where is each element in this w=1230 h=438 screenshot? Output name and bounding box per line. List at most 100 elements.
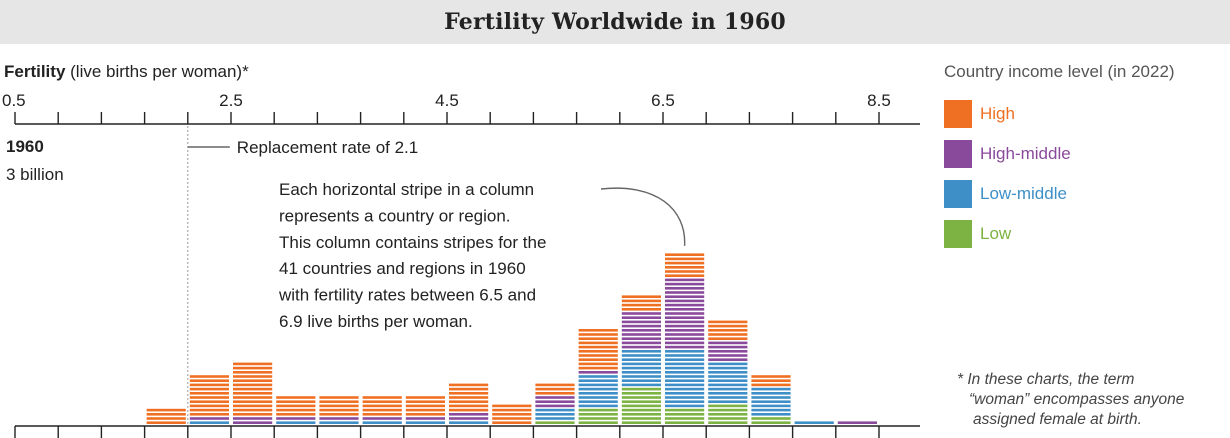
stripe-low	[621, 396, 661, 399]
stripe-low	[621, 404, 661, 408]
stripe-low-middle	[665, 375, 705, 378]
stripe-high-middle	[621, 333, 661, 336]
legend-swatch	[944, 140, 972, 168]
stripe-low-middle	[621, 362, 661, 366]
stripe-low	[621, 421, 661, 424]
footnote-line: assigned female at birth.	[973, 411, 1142, 428]
stripe-low-middle	[751, 408, 791, 412]
stripe-high	[449, 396, 489, 399]
stripe-high	[319, 413, 359, 416]
stripe-low-middle	[276, 421, 316, 424]
stripe-high	[189, 375, 229, 378]
stripe-high	[449, 400, 489, 403]
x-axis-label-rest: (live births per woman)*	[65, 62, 249, 81]
stripe-low-middle	[189, 421, 229, 424]
stripe-high-middle	[621, 329, 661, 332]
stripe-low	[621, 408, 661, 412]
stripe-low-middle	[621, 375, 661, 378]
stripe-high-middle	[665, 282, 705, 286]
histogram-column	[578, 329, 618, 424]
stripe-high	[405, 413, 445, 416]
stripe-high-middle	[665, 316, 705, 319]
stripe-high	[578, 350, 618, 353]
stripe-low	[708, 413, 748, 416]
histogram-column	[535, 383, 575, 424]
stripe-low-middle	[578, 379, 618, 382]
legend-items: High High-middle Low-middle Low	[944, 100, 1230, 248]
stripe-high	[276, 400, 316, 403]
stripe-high	[189, 400, 229, 403]
stripe-high	[449, 383, 489, 387]
stripe-high-middle	[621, 320, 661, 324]
stripe-low-middle	[708, 375, 748, 378]
stripe-low-middle	[621, 383, 661, 387]
stripe-high	[578, 333, 618, 336]
histogram-column	[794, 421, 834, 424]
year-label: 1960	[6, 137, 44, 156]
annotation-line: This column contains stripes for the	[279, 233, 546, 252]
stripe-high	[449, 408, 489, 412]
stripe-low	[578, 417, 618, 420]
stripe-low-middle	[708, 366, 748, 370]
stripe-low-middle	[665, 379, 705, 382]
histogram-column	[146, 408, 186, 424]
histogram-column	[319, 396, 359, 424]
stripe-high	[665, 266, 705, 269]
stripe-high	[665, 270, 705, 273]
stripe-low	[751, 421, 791, 424]
stripe-high	[665, 253, 705, 256]
stripe-low-middle	[751, 404, 791, 408]
stripe-low	[535, 421, 575, 424]
stripe-high-middle	[276, 417, 316, 420]
stripe-high-middle	[665, 278, 705, 282]
stripe-high	[578, 362, 618, 366]
stripe-high-middle	[665, 333, 705, 336]
stripe-high	[492, 417, 532, 420]
stripe-low-middle	[535, 408, 575, 412]
stripe-high	[621, 303, 661, 307]
stripe-high-middle	[708, 358, 748, 361]
x-tick-label: 2.5	[219, 91, 243, 110]
stripe-low	[621, 400, 661, 403]
stripe-high	[233, 375, 273, 378]
stripe-high-middle	[405, 417, 445, 420]
stripe-high	[319, 396, 359, 399]
stripe-low-middle	[578, 400, 618, 403]
stripe-high-middle	[535, 396, 575, 399]
stripe-high	[362, 404, 402, 408]
stripe-high-middle	[621, 337, 661, 340]
stripe-low-middle	[708, 379, 748, 382]
stripe-high-middle	[665, 312, 705, 315]
stripe-high	[233, 366, 273, 370]
stripe-low-middle	[621, 350, 661, 353]
stripe-low	[621, 392, 661, 395]
top-axis: 0.5 2.5 4.5 6.5 8.5	[2, 91, 920, 125]
annotation-line: represents a country or region.	[279, 206, 511, 225]
annotation-line: with fertility rates between 6.5 and	[278, 286, 536, 305]
stripe-low-middle	[708, 396, 748, 399]
stripe-high	[233, 404, 273, 408]
stripe-high	[535, 387, 575, 391]
stripe-low-middle	[794, 421, 834, 424]
stripe-high	[449, 392, 489, 395]
stripe-low-middle	[535, 413, 575, 416]
histogram-column	[362, 396, 402, 424]
stripe-high	[708, 337, 748, 340]
stripe-low-middle	[535, 417, 575, 420]
replacement-rate-marker: Replacement rate of 2.1	[187, 126, 418, 424]
legend-item-low: Low	[944, 220, 1230, 248]
annotation-line: 6.9 live births per woman.	[279, 312, 473, 331]
footnote-line: * In these charts, the term	[957, 371, 1135, 388]
stripe-high	[665, 257, 705, 261]
stripe-high	[665, 274, 705, 277]
histogram-column	[621, 295, 661, 424]
stripe-high	[621, 308, 661, 311]
stripe-low-middle	[708, 362, 748, 366]
stripe-high-middle	[362, 417, 402, 420]
stripe-low-middle	[621, 366, 661, 370]
stripe-high	[449, 404, 489, 408]
stripe-high	[233, 371, 273, 374]
stripe-high	[189, 379, 229, 382]
stripe-high	[708, 324, 748, 328]
